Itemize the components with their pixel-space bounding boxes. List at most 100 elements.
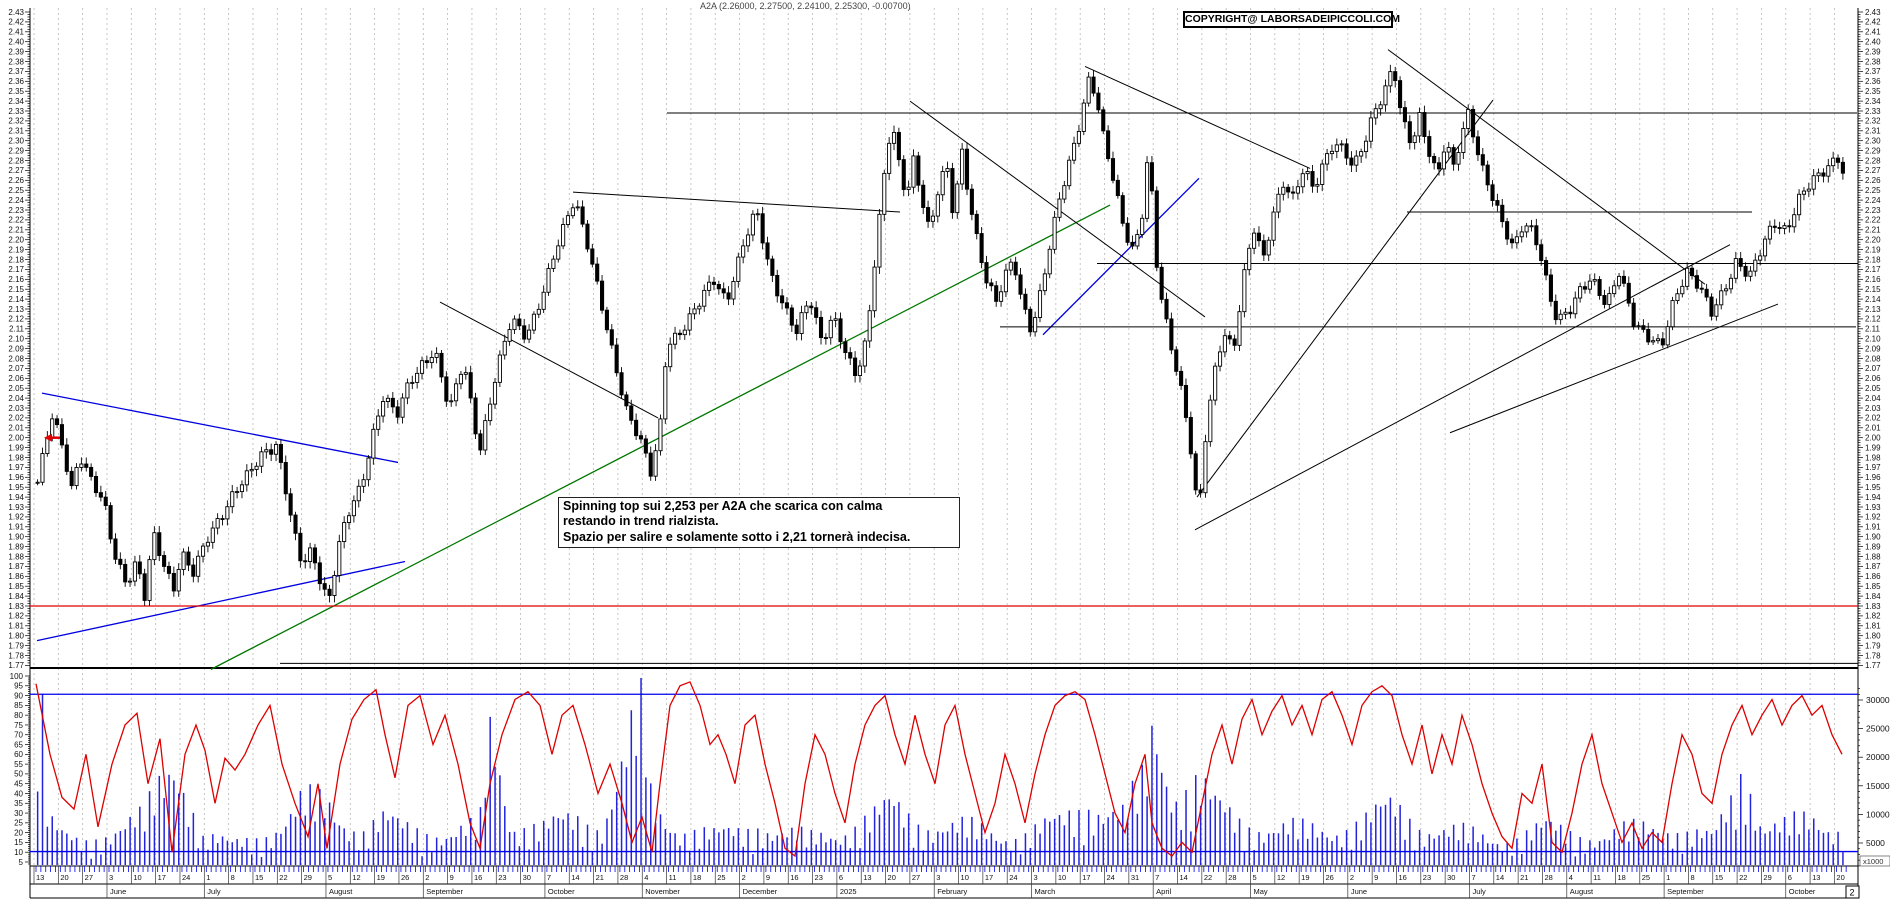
svg-text:February: February (937, 887, 967, 896)
svg-text:2.35: 2.35 (8, 87, 24, 96)
svg-text:1.83: 1.83 (8, 602, 24, 611)
svg-text:22: 22 (1204, 873, 1212, 882)
svg-text:9: 9 (1374, 873, 1378, 882)
svg-text:2.18: 2.18 (8, 255, 24, 264)
svg-text:95: 95 (14, 682, 23, 691)
svg-text:3: 3 (1034, 873, 1038, 882)
svg-text:1.97: 1.97 (1865, 463, 1881, 472)
svg-text:1.82: 1.82 (1865, 612, 1881, 621)
svg-text:2.19: 2.19 (1865, 245, 1881, 254)
svg-text:August: August (329, 887, 353, 896)
svg-text:2.25: 2.25 (1865, 186, 1881, 195)
svg-text:2.03: 2.03 (8, 404, 24, 413)
svg-text:5: 5 (1253, 873, 1257, 882)
svg-text:2.23: 2.23 (8, 206, 24, 215)
svg-text:14: 14 (1180, 873, 1188, 882)
svg-text:2.10: 2.10 (8, 335, 24, 344)
svg-text:2.02: 2.02 (1865, 414, 1881, 423)
svg-text:4: 4 (1569, 873, 1573, 882)
svg-text:2.30: 2.30 (1865, 137, 1881, 146)
svg-text:40: 40 (14, 789, 23, 798)
svg-text:31: 31 (1131, 873, 1139, 882)
svg-text:28: 28 (1228, 873, 1236, 882)
svg-text:2.14: 2.14 (8, 295, 24, 304)
svg-text:15: 15 (14, 838, 23, 847)
svg-text:2.22: 2.22 (8, 216, 24, 225)
svg-text:7: 7 (547, 873, 551, 882)
svg-text:1.78: 1.78 (8, 651, 24, 660)
svg-text:14: 14 (1496, 873, 1504, 882)
svg-text:2.08: 2.08 (8, 354, 24, 363)
svg-text:4: 4 (644, 873, 648, 882)
svg-text:2.35: 2.35 (1865, 87, 1881, 96)
svg-text:2.43: 2.43 (1865, 8, 1881, 17)
svg-text:28: 28 (1544, 873, 1552, 882)
svg-text:1.80: 1.80 (8, 632, 24, 641)
svg-text:2.38: 2.38 (8, 57, 24, 66)
svg-text:15: 15 (255, 873, 263, 882)
svg-text:10: 10 (133, 873, 141, 882)
svg-text:March: March (1035, 887, 1056, 896)
svg-text:2.21: 2.21 (8, 226, 24, 235)
svg-text:1.97: 1.97 (8, 463, 24, 472)
svg-text:8: 8 (1690, 873, 1694, 882)
svg-text:10: 10 (961, 873, 969, 882)
svg-text:1.78: 1.78 (1865, 651, 1881, 660)
svg-text:2.28: 2.28 (8, 156, 24, 165)
svg-text:23: 23 (498, 873, 506, 882)
svg-text:19: 19 (1301, 873, 1309, 882)
svg-text:18: 18 (693, 873, 701, 882)
svg-text:2.00: 2.00 (1865, 434, 1881, 443)
volume-reference-lines (30, 693, 1858, 853)
svg-text:2.08: 2.08 (1865, 354, 1881, 363)
svg-text:2: 2 (1849, 888, 1854, 898)
svg-text:2.41: 2.41 (1865, 28, 1881, 37)
svg-text:17: 17 (158, 873, 166, 882)
svg-text:2.41: 2.41 (8, 28, 24, 37)
svg-text:July: July (1472, 887, 1486, 896)
svg-text:2.09: 2.09 (8, 344, 24, 353)
svg-text:2.25: 2.25 (8, 186, 24, 195)
svg-text:11: 11 (1593, 873, 1601, 882)
svg-text:2.29: 2.29 (8, 146, 24, 155)
svg-text:2.34: 2.34 (8, 97, 24, 106)
svg-text:1.85: 1.85 (1865, 582, 1881, 591)
svg-text:2.29: 2.29 (1865, 146, 1881, 155)
svg-text:20: 20 (14, 828, 23, 837)
svg-text:2.24: 2.24 (1865, 196, 1881, 205)
svg-text:29: 29 (1763, 873, 1771, 882)
svg-text:2.31: 2.31 (1865, 127, 1881, 136)
svg-text:3: 3 (109, 873, 113, 882)
svg-text:October: October (548, 887, 575, 896)
svg-text:30000: 30000 (1866, 695, 1890, 705)
svg-text:2025: 2025 (840, 887, 857, 896)
svg-text:27: 27 (85, 873, 93, 882)
svg-text:2.19: 2.19 (8, 245, 24, 254)
red-arrow-marker (44, 433, 60, 442)
svg-text:2.14: 2.14 (1865, 295, 1881, 304)
svg-text:2.23: 2.23 (1865, 206, 1881, 215)
svg-text:7: 7 (1155, 873, 1159, 882)
svg-text:2.42: 2.42 (8, 18, 24, 27)
svg-text:2.39: 2.39 (8, 47, 24, 56)
svg-text:2.21: 2.21 (1865, 226, 1881, 235)
svg-text:2.02: 2.02 (8, 414, 24, 423)
svg-text:2.28: 2.28 (1865, 156, 1881, 165)
svg-text:1.95: 1.95 (8, 483, 24, 492)
chart-title: A2A (2.26000, 2.27500, 2.24100, 2.25300,… (700, 1, 911, 11)
svg-text:2.38: 2.38 (1865, 57, 1881, 66)
svg-text:20: 20 (888, 873, 896, 882)
svg-text:1.84: 1.84 (1865, 592, 1881, 601)
svg-text:1.79: 1.79 (8, 641, 24, 650)
svg-text:25: 25 (717, 873, 725, 882)
svg-text:35: 35 (14, 799, 23, 808)
svg-text:90: 90 (14, 691, 23, 700)
svg-text:2.12: 2.12 (8, 315, 24, 324)
svg-text:2.24: 2.24 (8, 196, 24, 205)
svg-text:1.77: 1.77 (8, 661, 24, 670)
svg-text:30: 30 (14, 809, 23, 818)
svg-text:2.16: 2.16 (1865, 275, 1881, 284)
annotation-line-1: Spinning top sui 2,253 per A2A che scari… (563, 499, 883, 513)
